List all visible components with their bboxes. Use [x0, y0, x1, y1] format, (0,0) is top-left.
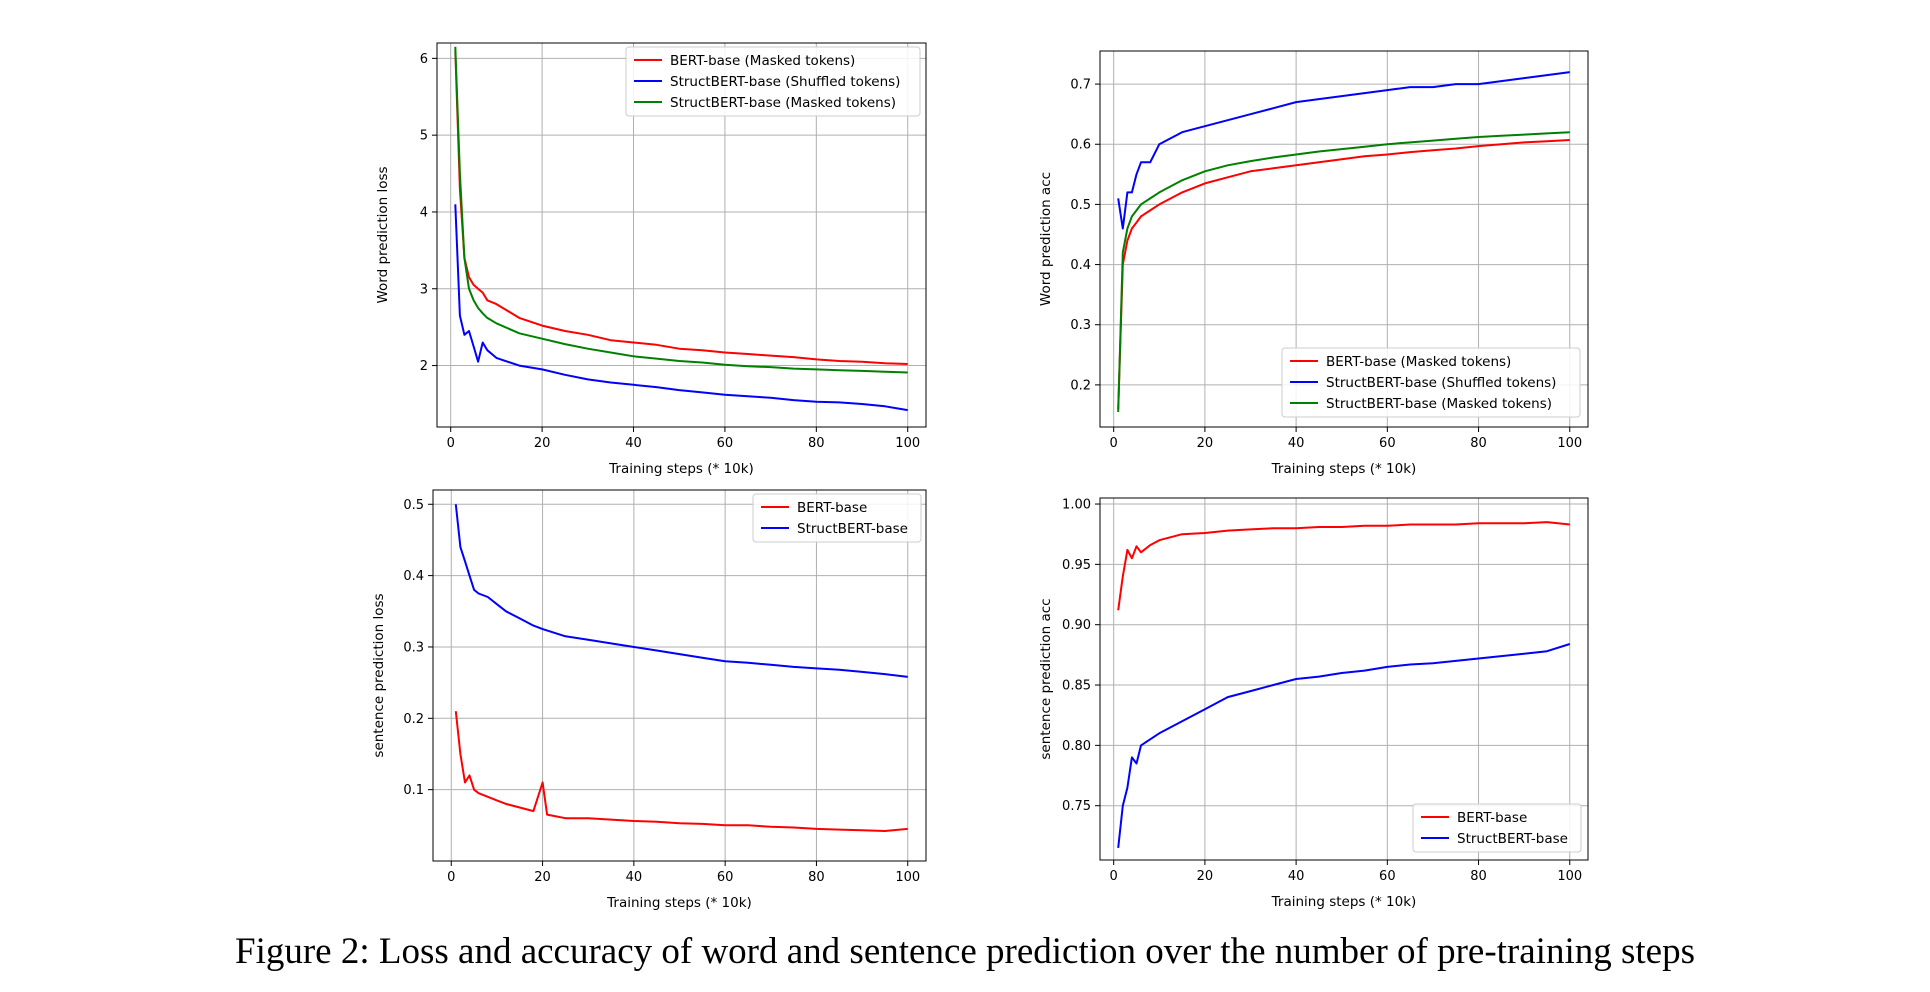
- x-tick-label: 20: [534, 870, 551, 885]
- chart-1: 0 20 40 60 80 100 2 3 4 5 6 Training steps (* 10k) W…: [375, 42, 927, 477]
- chart-3: 0 20 40 60 80 100 0.1 0.2 0.3 0.4 0.5 Training step…: [371, 489, 927, 911]
- x-tick-label: 100: [1557, 436, 1582, 451]
- chart-4: 0 20 40 60 80 100 0.75 0.80 0.85 0.90 0.95 1.00 Trai…: [1038, 497, 1589, 910]
- series-line-2: [1117, 71, 1570, 230]
- series-line-1: [454, 50, 908, 365]
- x-tick-label: 60: [717, 870, 734, 885]
- legend: BERT-base (Masked tokens) StructBERT-base…: [625, 46, 921, 117]
- series-line-3: [1117, 131, 1570, 413]
- y-tick-label: 0.80: [1062, 739, 1091, 754]
- legend-label: BERT-base: [797, 500, 867, 516]
- legend-box: [1281, 347, 1581, 418]
- y-tick-label: 1.00: [1062, 498, 1091, 513]
- legend: BERT-base StructBERT-base: [752, 493, 922, 543]
- x-tick-label: 60: [1379, 436, 1396, 451]
- y-tick-label: 0.2: [403, 712, 424, 727]
- y-tick-label: 0.90: [1062, 618, 1091, 633]
- y-tick-label: 0.7: [1070, 78, 1091, 93]
- y-tick-label: 4: [420, 205, 428, 220]
- x-tick-label: 80: [808, 436, 825, 451]
- series-line-1: [1117, 521, 1570, 611]
- legend-box: [752, 493, 922, 543]
- y-tick-label: 0.4: [403, 569, 424, 584]
- legend-label: StructBERT-base (Masked tokens): [670, 95, 896, 111]
- y-tick-label: 0.5: [1070, 198, 1091, 213]
- series-line-1: [454, 711, 908, 832]
- y-axis-label: sentence prediction loss: [371, 593, 387, 757]
- y-tick-label: 0.3: [1070, 318, 1091, 333]
- plot-frame: [432, 489, 927, 862]
- legend-label: BERT-base (Masked tokens): [670, 53, 855, 69]
- y-tick-label: 0.75: [1062, 799, 1091, 814]
- x-axis-label: Training steps (* 10k): [608, 461, 754, 477]
- y-axis-label: Word prediction acc: [1038, 172, 1054, 306]
- series-line-3: [454, 46, 908, 374]
- x-tick-label: 80: [1470, 436, 1487, 451]
- x-tick-label: 100: [1557, 869, 1582, 884]
- x-tick-label: 0: [1110, 436, 1118, 451]
- legend-box: [625, 46, 921, 117]
- x-tick-label: 0: [447, 436, 455, 451]
- legend: BERT-base (Masked tokens) StructBERT-base…: [1281, 347, 1581, 418]
- x-tick-label: 60: [1379, 869, 1396, 884]
- legend-label: StructBERT-base (Masked tokens): [1326, 396, 1552, 412]
- y-tick-label: 0.85: [1062, 679, 1091, 694]
- x-tick-label: 40: [626, 870, 643, 885]
- plot-frame: [436, 42, 927, 428]
- y-tick-label: 0.4: [1070, 258, 1091, 273]
- x-axis-label: Training steps (* 10k): [606, 895, 752, 911]
- x-tick-label: 100: [895, 436, 920, 451]
- x-axis-label: Training steps (* 10k): [1271, 894, 1417, 910]
- x-tick-label: 0: [447, 870, 455, 885]
- series-line-2: [1117, 643, 1571, 849]
- y-tick-label: 5: [420, 129, 428, 144]
- x-tick-label: 40: [625, 436, 642, 451]
- legend: BERT-base StructBERT-base: [1412, 803, 1582, 853]
- y-tick-label: 0.95: [1062, 558, 1091, 573]
- x-axis-label: Training steps (* 10k): [1271, 461, 1417, 477]
- legend-box: [1412, 803, 1582, 853]
- plot-frame: [1099, 50, 1589, 428]
- x-tick-label: 20: [1197, 869, 1214, 884]
- legend-label: StructBERT-base (Shuffled tokens): [670, 74, 900, 90]
- y-tick-label: 2: [420, 359, 428, 374]
- series-line-2: [454, 204, 908, 412]
- y-tick-label: 0.5: [403, 498, 424, 513]
- x-tick-label: 60: [717, 436, 734, 451]
- y-tick-label: 0.1: [403, 783, 424, 798]
- y-tick-label: 0.3: [403, 640, 424, 655]
- y-axis-label: Word prediction loss: [375, 166, 391, 303]
- y-tick-label: 6: [420, 52, 428, 67]
- x-tick-label: 40: [1288, 436, 1305, 451]
- plot-frame: [1099, 497, 1589, 861]
- x-tick-label: 80: [808, 870, 825, 885]
- series-line-1: [1117, 139, 1570, 410]
- legend-label: StructBERT-base: [1457, 831, 1568, 847]
- series-line-2: [454, 504, 908, 678]
- legend-label: StructBERT-base: [797, 521, 908, 537]
- y-tick-label: 0.2: [1070, 378, 1091, 393]
- legend-label: StructBERT-base (Shuffled tokens): [1326, 375, 1556, 391]
- y-tick-label: 0.6: [1070, 138, 1091, 153]
- figure-caption: Figure 2: Loss and accuracy of word and …: [235, 931, 1695, 972]
- x-tick-label: 20: [1197, 436, 1214, 451]
- y-axis-label: sentence prediction acc: [1038, 598, 1054, 759]
- x-tick-label: 0: [1110, 869, 1118, 884]
- x-tick-label: 100: [895, 870, 920, 885]
- x-tick-label: 80: [1470, 869, 1487, 884]
- x-tick-label: 20: [534, 436, 551, 451]
- legend-label: BERT-base (Masked tokens): [1326, 354, 1511, 370]
- legend-label: BERT-base: [1457, 810, 1527, 826]
- x-tick-label: 40: [1288, 869, 1305, 884]
- chart-2: 0 20 40 60 80 100 0.2 0.3 0.4 0.5 0.6 0.7 Training s…: [1038, 50, 1589, 477]
- y-tick-label: 3: [420, 282, 428, 297]
